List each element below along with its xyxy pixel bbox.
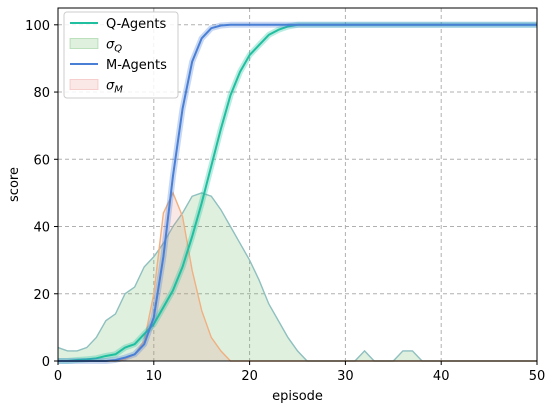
y-axis-label: score bbox=[7, 167, 22, 202]
area-σ_M bbox=[58, 192, 537, 361]
legend-label: σQ bbox=[106, 38, 122, 55]
legend-label: M-Agents bbox=[106, 58, 167, 73]
legend-box bbox=[63, 11, 179, 99]
plot-frame bbox=[57, 7, 538, 362]
area-series bbox=[57, 191, 537, 362]
y-axis-ticks: 0 20 40 60 80 100 bbox=[25, 19, 58, 370]
legend-label: σM bbox=[106, 79, 123, 96]
y-tick-label: 60 bbox=[33, 153, 50, 168]
legend-area-swatch bbox=[69, 38, 99, 49]
x-tick-label: 50 bbox=[529, 369, 546, 384]
y-tick-label: 20 bbox=[33, 288, 50, 303]
legend-area-swatch bbox=[69, 79, 99, 90]
x-tick-label: 40 bbox=[433, 369, 450, 384]
y-tick-label: 0 bbox=[42, 355, 50, 370]
legend-label: Q-Agents bbox=[106, 17, 166, 32]
legend: Q-Agents σQ M-Agents σM bbox=[63, 11, 179, 99]
x-axis-label: episode bbox=[272, 389, 323, 404]
x-tick-label: 0 bbox=[54, 369, 62, 384]
x-axis-ticks: 0 10 20 30 40 50 bbox=[54, 361, 545, 384]
y-tick-label: 100 bbox=[25, 19, 50, 34]
x-tick-label: 20 bbox=[241, 369, 258, 384]
x-tick-label: 30 bbox=[337, 369, 354, 384]
y-tick-label: 40 bbox=[33, 221, 50, 236]
x-tick-label: 10 bbox=[146, 369, 163, 384]
area-σ_Q bbox=[58, 192, 537, 361]
y-tick-label: 80 bbox=[33, 86, 50, 101]
